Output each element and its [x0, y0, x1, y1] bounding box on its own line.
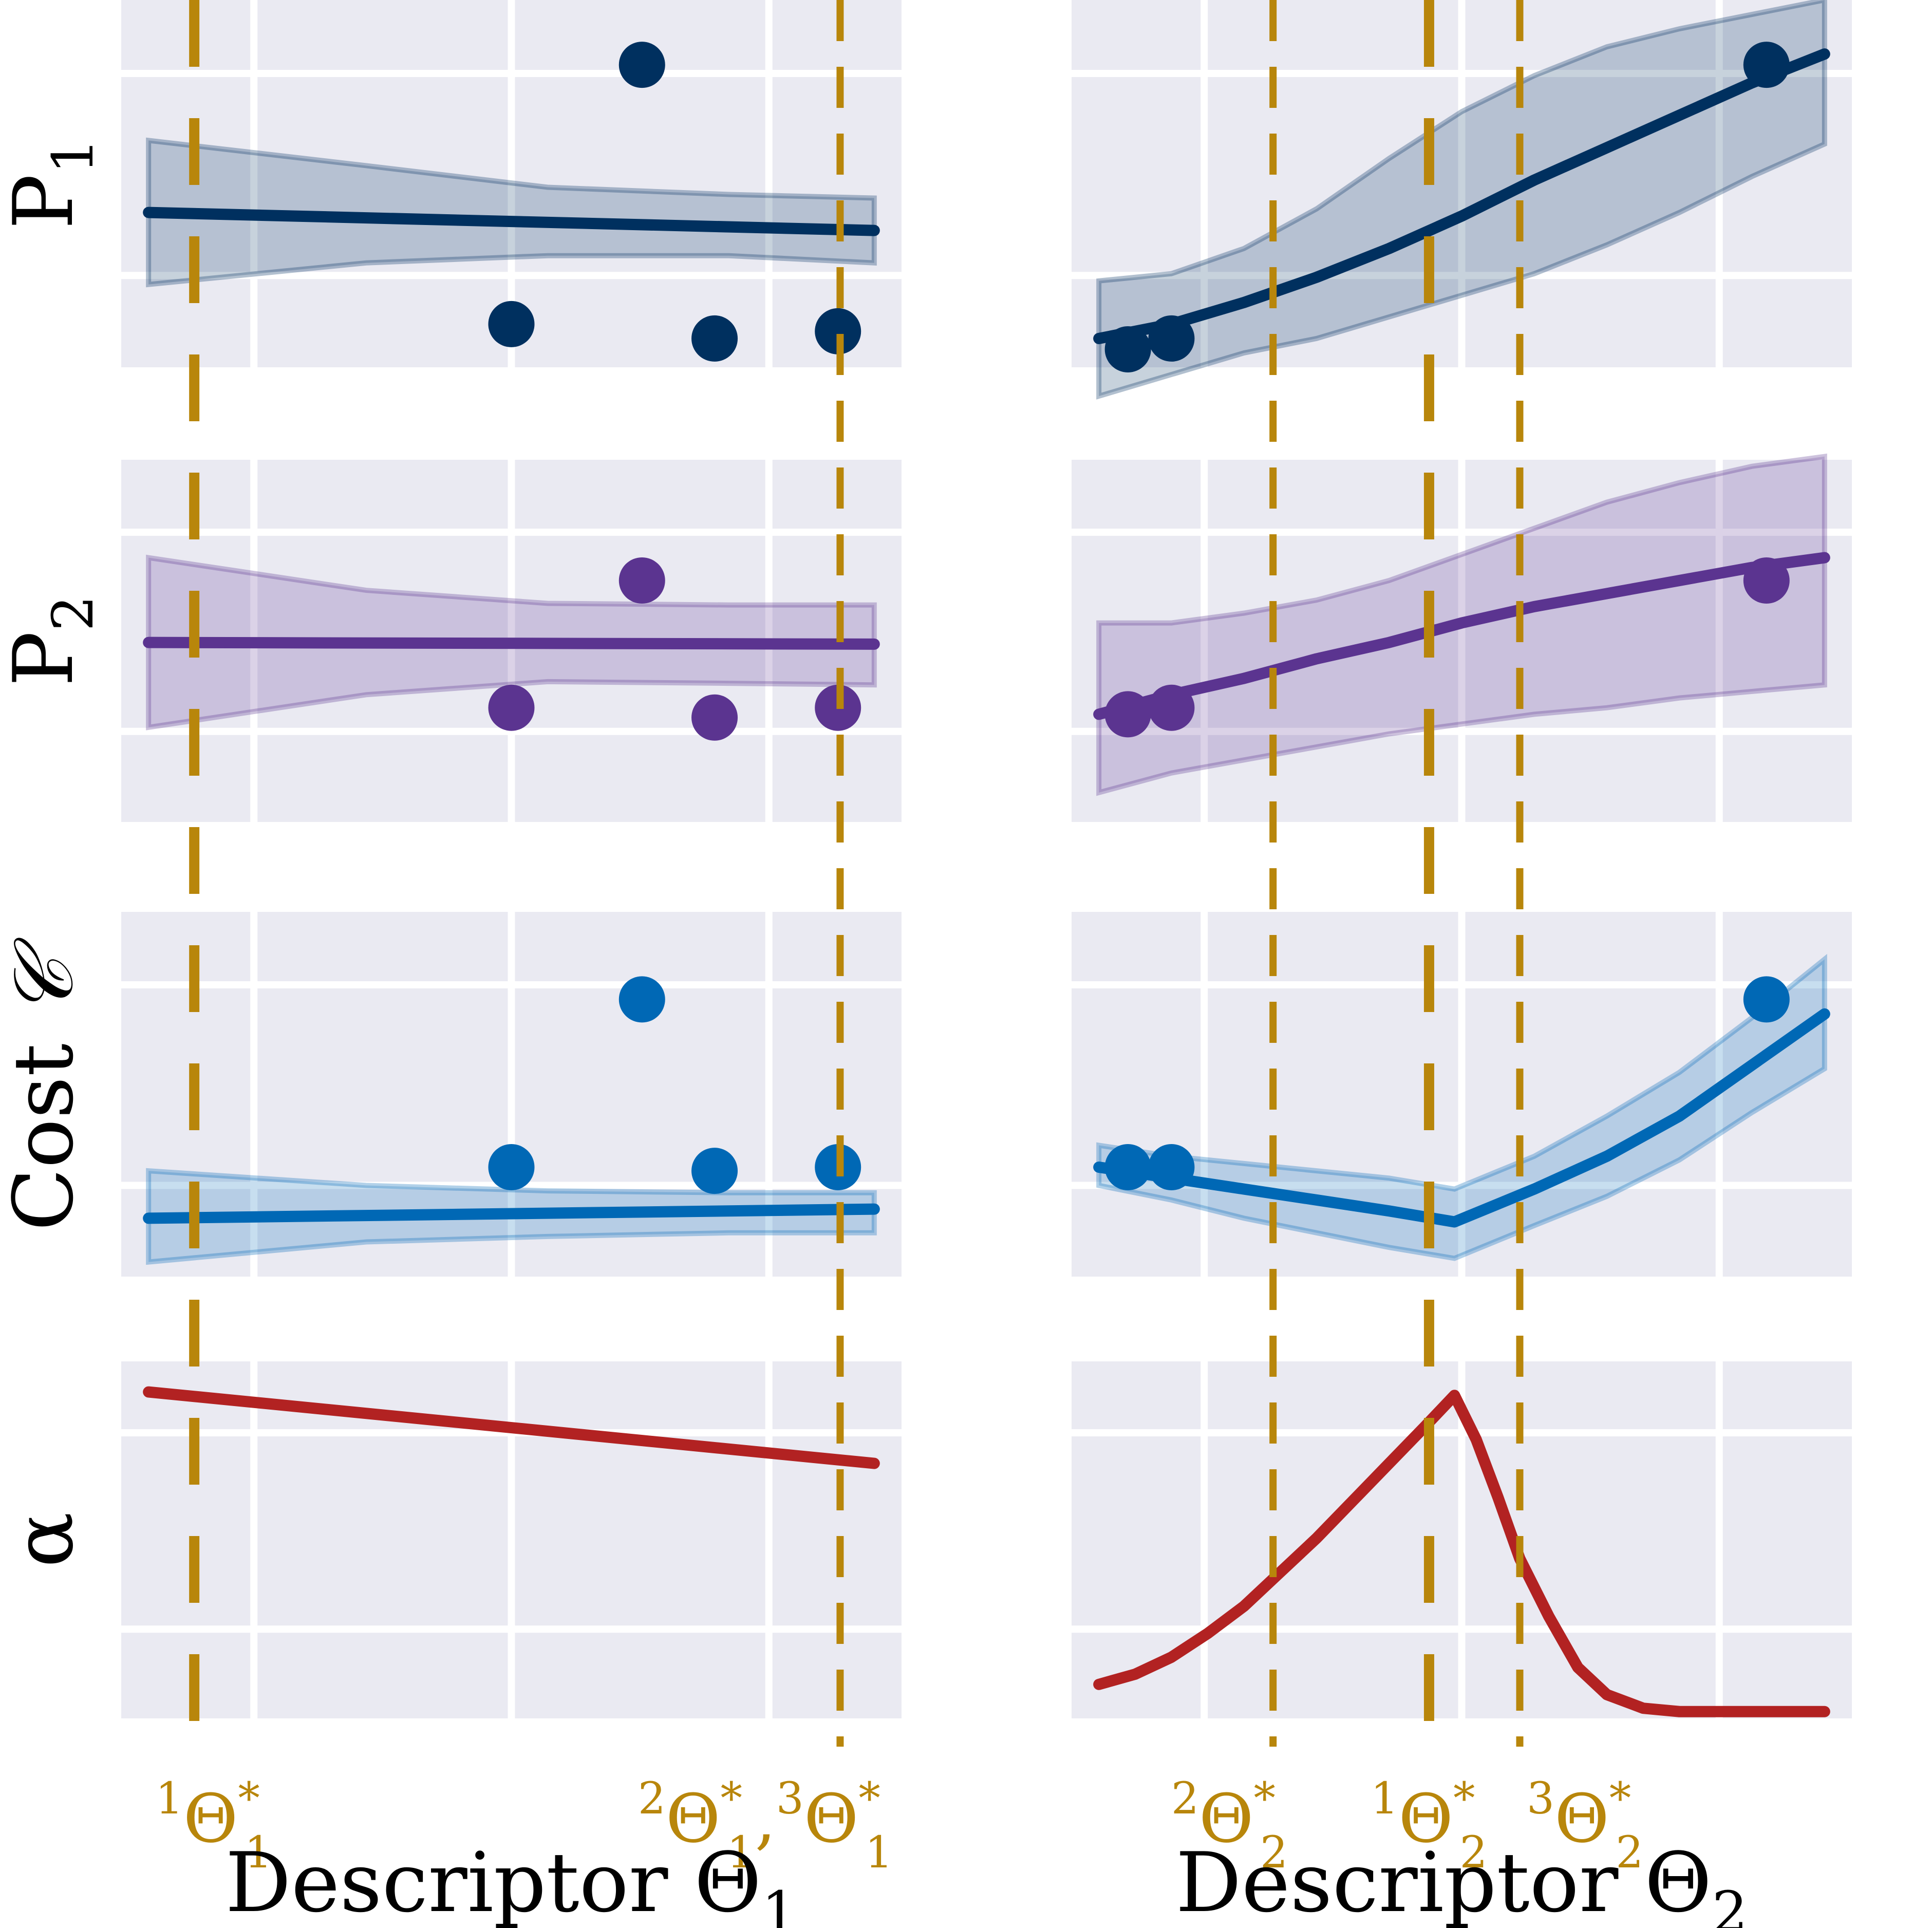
optimum-label: 1Θ* 2 [1371, 1773, 1487, 1878]
mean-line-P1 [1093, 48, 1830, 344]
y-axis-label-sub: 1 [40, 138, 106, 174]
mean-line-P2 [143, 637, 880, 650]
panel-cost-col1 [121, 912, 902, 1277]
optimum-label-index: 2 [1171, 1773, 1199, 1824]
y-axis-label-main: P [0, 174, 91, 230]
data-point-P1 [1148, 315, 1195, 362]
data-point-cost [1743, 976, 1790, 1023]
data-point-P1 [1743, 42, 1790, 88]
y-axis-label-P1: P1 [0, 138, 106, 230]
y-axis-label-main: Cost [0, 1017, 91, 1231]
mean-line-P2 [1093, 552, 1830, 720]
x-axis-label-sub: 1 [761, 1879, 797, 1928]
mean-line-P1 [143, 207, 880, 236]
data-point-P2 [488, 684, 535, 731]
optimum-label-index: 1 [156, 1773, 183, 1824]
panel-P2-col2 [1072, 453, 1852, 822]
data-point-P1 [488, 301, 535, 347]
y-axis-label-alpha: α [0, 1512, 91, 1567]
optimum-label-sub: 1 [245, 1827, 272, 1878]
mean-line-cost [143, 1203, 880, 1224]
optimum-label-index: 2 [638, 1773, 666, 1824]
x-axis-label-sub: 2 [1712, 1879, 1748, 1928]
optimum-label-index: 1 [1371, 1773, 1398, 1824]
panel-cost-col2 [1072, 912, 1852, 1277]
y-axis-label-main: α [0, 1512, 91, 1567]
optimum-label-symbol: Θ [1398, 1780, 1453, 1858]
optimum-label-sub: 2 [1616, 1827, 1643, 1878]
data-point-cost [1148, 1144, 1195, 1190]
optimum-label-symbol: Θ [666, 1780, 721, 1858]
panel-P1-col1 [121, 0, 902, 367]
x-axis-label-main: Descriptor Θ [1176, 1835, 1712, 1928]
optimum-label-star: * [858, 1773, 880, 1824]
optimum-label-sub: 1 [727, 1827, 755, 1878]
optimum-label-symbol: Θ [183, 1780, 238, 1858]
data-point-P1 [618, 42, 665, 88]
x-axis-label: Descriptor Θ2 [1176, 1835, 1748, 1928]
optimum-label-index: 3 [1527, 1773, 1554, 1824]
y-axis-label-sub: 2 [40, 595, 106, 631]
mean-line-alpha [143, 1386, 880, 1469]
panel-alpha-col2 [1072, 1361, 1852, 1718]
optimum-label-symbol: Θ [1554, 1780, 1609, 1858]
x-axis-label-main: Descriptor Θ [226, 1835, 762, 1928]
data-point-P2 [1743, 557, 1790, 604]
mean-line-cost [1093, 1008, 1830, 1228]
data-point-P2 [618, 557, 665, 604]
panels [121, 0, 1852, 1718]
optimum-label-star: * [1609, 1773, 1631, 1824]
data-point-cost [618, 976, 665, 1023]
optimum-label-star: * [721, 1773, 743, 1824]
data-point-cost [691, 1148, 738, 1194]
x-axis-label: Descriptor Θ1 [226, 1835, 798, 1928]
optimum-label-sub: 1 [865, 1827, 893, 1878]
data-point-P2 [691, 694, 738, 741]
optimum-label-separator: , [755, 1780, 776, 1858]
data-point-P2 [1148, 684, 1195, 731]
optimum-label: 1Θ* 1 [156, 1773, 272, 1878]
optimum-label: 2Θ* 1 ,3Θ* 1 [638, 1773, 893, 1878]
confidence-band-P1 [1096, 0, 1827, 400]
optimum-label-symbol: Θ [1199, 1780, 1254, 1858]
data-point-P1 [815, 308, 861, 354]
panel-P1-col2 [1072, 0, 1852, 400]
optimum-label-star: * [1253, 1773, 1276, 1824]
data-point-P1 [691, 315, 738, 362]
confidence-band-cost [1096, 953, 1827, 1261]
data-point-cost [1104, 1144, 1151, 1190]
data-point-P1 [1104, 326, 1151, 372]
mean-line-alpha [1093, 1390, 1830, 1717]
y-axis-label-cost: Cost 𝒞 [0, 937, 91, 1231]
panel-P2-col1 [121, 460, 902, 822]
optimum-markers [189, 0, 1524, 1747]
y-axis-label-symbol: 𝒞 [0, 937, 91, 1017]
panel-alpha-col1 [121, 1361, 902, 1718]
optimum-label-symbol: Θ [804, 1780, 859, 1858]
optimum-label-sub: 2 [1260, 1827, 1288, 1878]
optimum-label-star: * [1453, 1773, 1475, 1824]
optimum-label-star: * [238, 1773, 260, 1824]
optimum-label-index: 3 [776, 1773, 804, 1824]
optimum-label-sub: 2 [1459, 1827, 1487, 1878]
data-point-cost [488, 1144, 535, 1190]
optimum-label: 2Θ* 2 [1171, 1773, 1288, 1878]
y-axis-label-P2: P2 [0, 595, 106, 687]
optimum-label: 3Θ* 2 [1527, 1773, 1643, 1878]
confidence-band-P1 [146, 137, 877, 288]
y-axis-label-main: P [0, 631, 91, 687]
data-point-P2 [1104, 691, 1151, 738]
